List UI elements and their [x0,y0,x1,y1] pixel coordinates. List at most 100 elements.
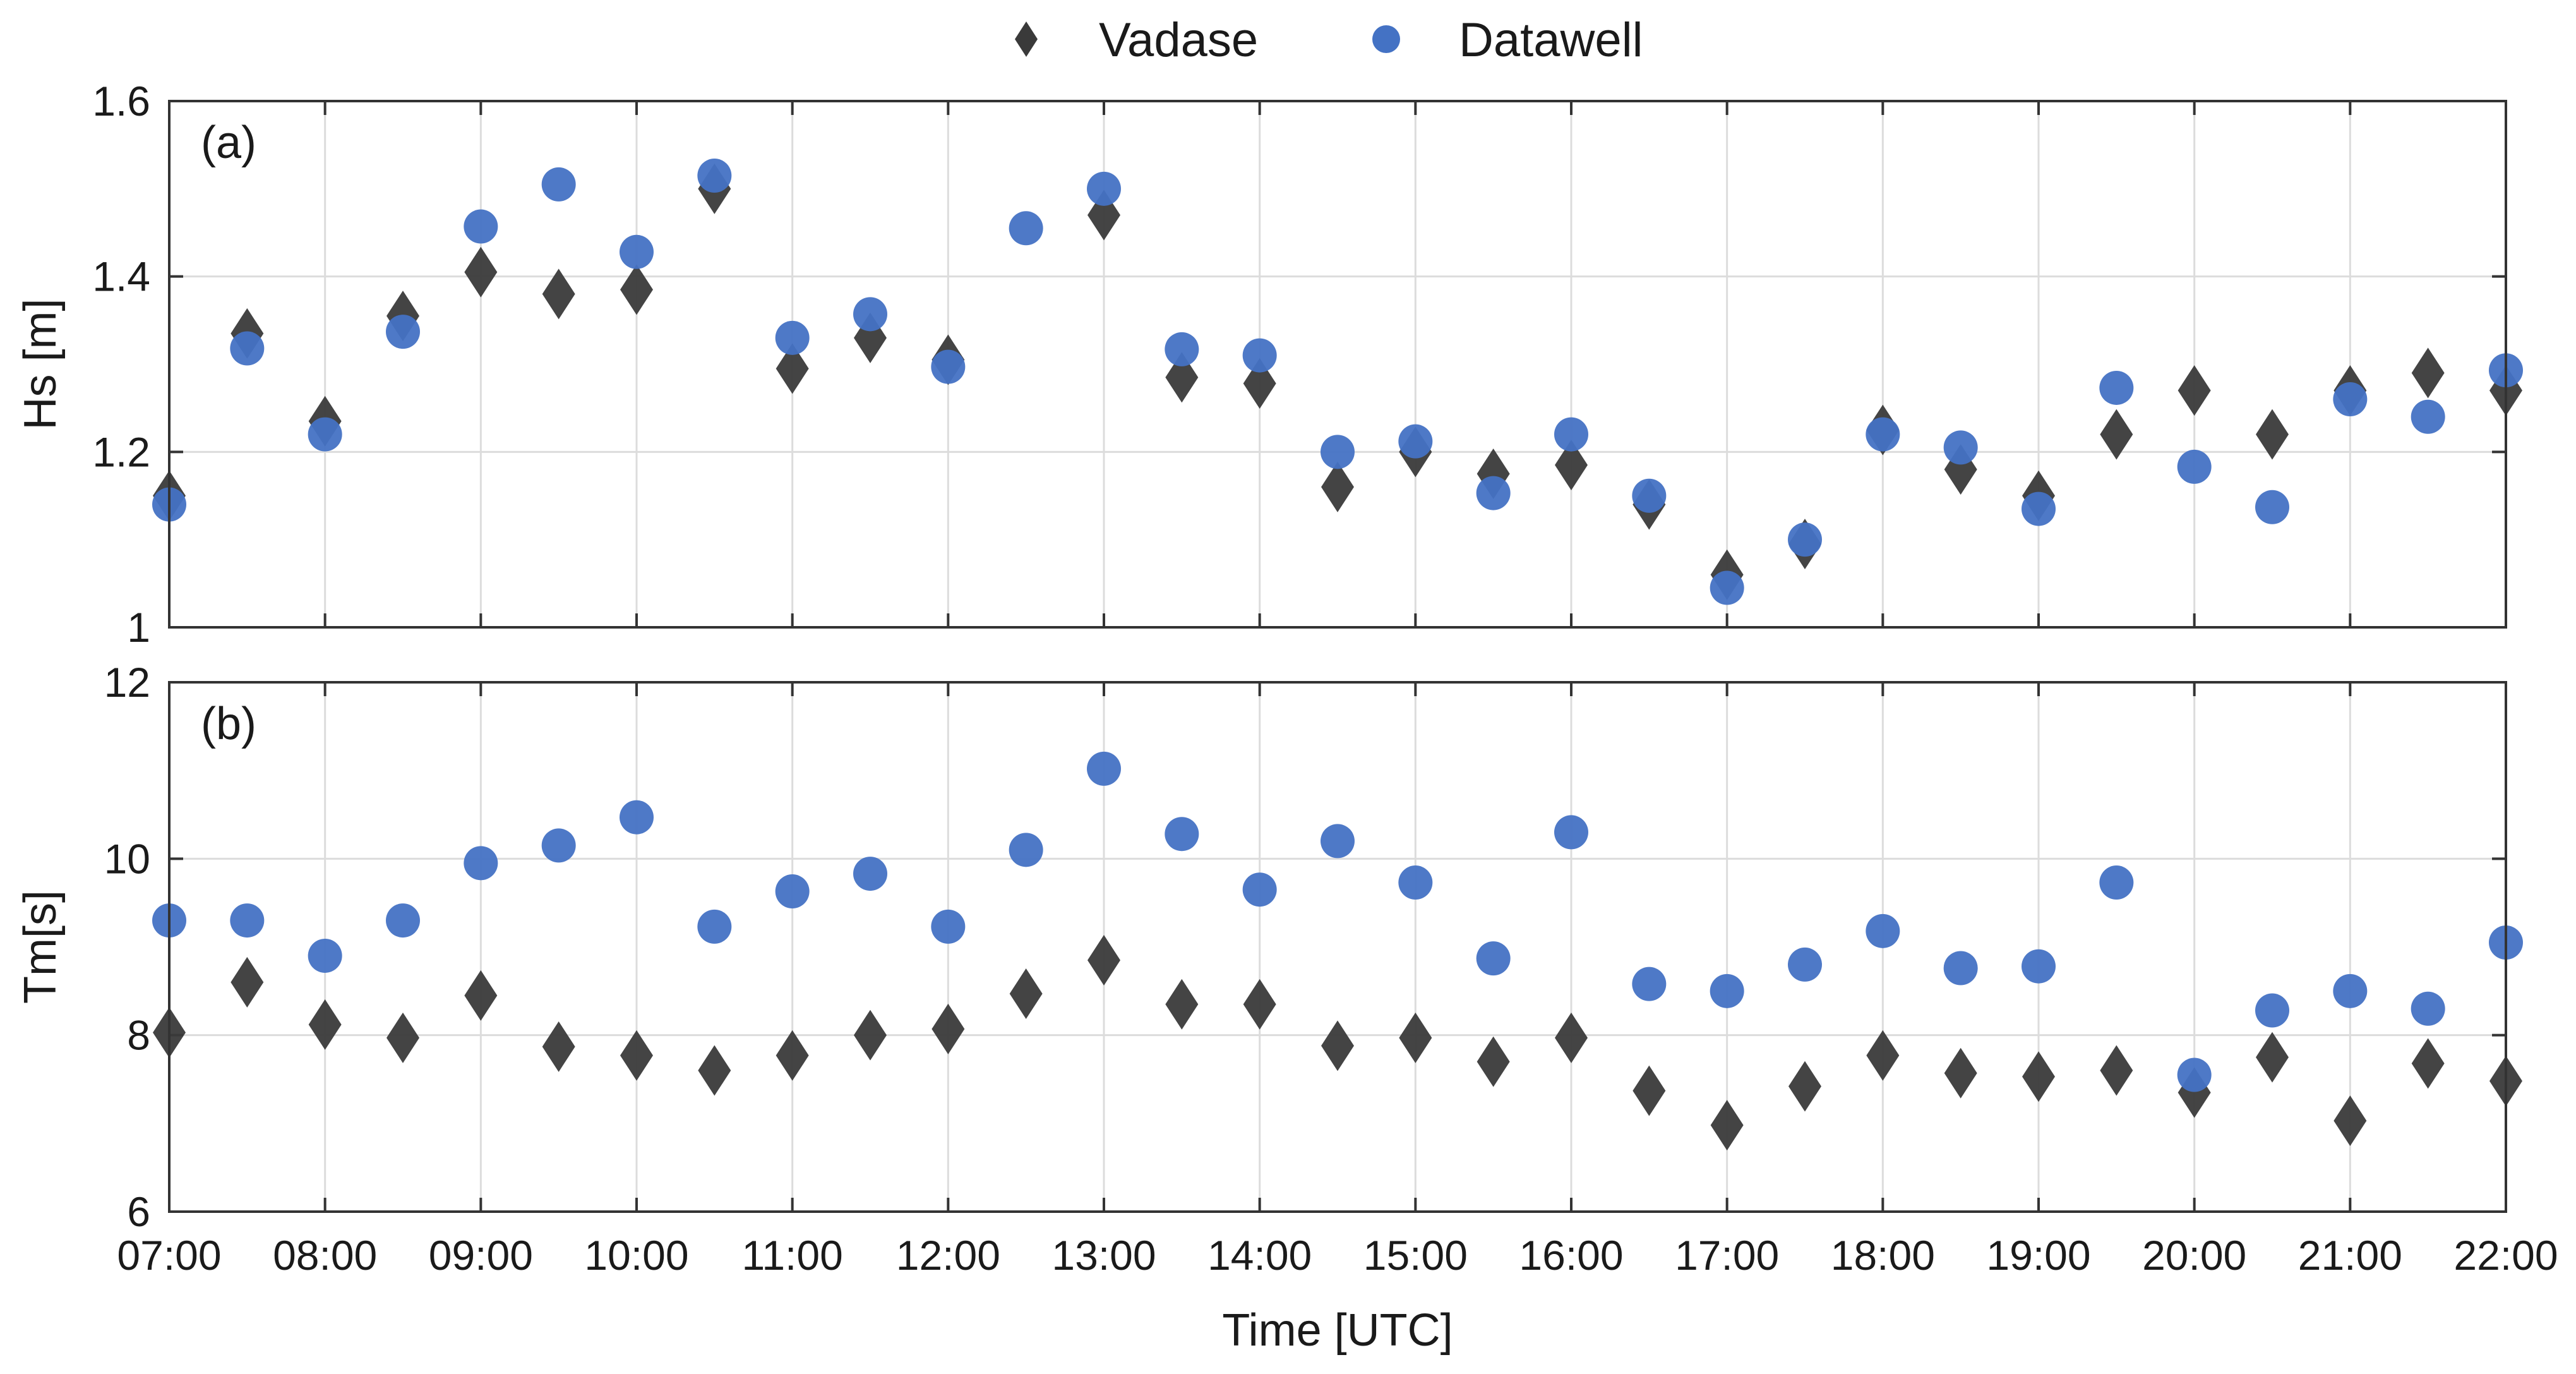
vadase-point [2411,347,2445,399]
datawell-point [2099,370,2134,405]
plot-frame [168,681,2507,1213]
datawell-point [1242,338,1277,373]
x-tick-label: 15:00 [1363,1232,1468,1279]
datawell-point [853,297,887,332]
vadase-point [1321,1020,1354,1071]
vadase-point [1243,979,1276,1030]
datawell-point [2333,973,2368,1008]
y-axis-title: Hs [m] [15,299,66,430]
datawell-point [1710,973,1744,1008]
datawell-point [1165,332,1199,366]
y-tick-label: 8 [127,1012,150,1059]
datawell-point [464,846,498,881]
legend-label: Vadase [1099,13,1258,67]
y-tick-label: 10 [104,835,150,882]
datawell-point [1554,417,1588,452]
vadase-point [1555,1012,1588,1063]
y-tick-label: 1.6 [92,78,150,124]
datawell-point [1788,947,1822,982]
x-tick-label: 11:00 [742,1232,843,1279]
vadase-point [854,1009,887,1061]
datawell-point [1554,815,1588,850]
datawell-point [775,320,810,355]
vadase-point [2100,409,2133,460]
x-tick-label: 16:00 [1519,1232,1623,1279]
legend-label: Datawell [1459,13,1643,67]
datawell-point [1242,872,1277,907]
y-axis-title: Tm[s] [15,890,66,1004]
datawell-point [1087,751,1121,786]
datawell-point [1398,424,1433,459]
datawell-point [1710,570,1744,605]
datawell-point [541,828,576,863]
vadase-point [2411,1038,2445,1089]
x-tick-label: 21:00 [2298,1232,2402,1279]
vadase-point [2022,1051,2055,1102]
vadase-point [854,312,887,363]
datawell-point [697,909,732,944]
datawell-point [2099,865,2134,900]
datawell-point [853,857,887,891]
datawell-point [1398,865,1433,900]
datawell-point [1866,417,1900,452]
panel-label: (b) [201,699,256,749]
datawell-point [308,417,342,452]
datawell-point [2411,399,2445,434]
x-tick-label: 18:00 [1831,1232,1935,1279]
y-tick-label: 1.2 [92,428,150,475]
vadase-point [231,956,264,1008]
datawell-point [2177,449,2212,484]
datawell-point [1087,171,1121,206]
datawell-point [308,938,342,973]
x-axis: 07:00 08:00 09:00 10:00 11:00 12:00 13:00 14:00… [117,1232,2558,1356]
vadase-point [1555,440,1588,491]
vadase-point [776,343,809,394]
y-tick-label: 12 [104,659,150,706]
gridlines [168,681,2507,1213]
datawell-point [1866,913,1900,948]
vadase-point [2178,365,2211,416]
x-axis-title: Time [UTC] [1222,1305,1453,1356]
datawell-point [386,903,420,938]
y-tick-label: 6 [127,1188,150,1235]
datawell-point [464,209,498,244]
datawell-point [2255,490,2289,524]
datawell-point [620,800,654,835]
x-tick-label: 19:00 [1986,1232,2090,1279]
series-datawell [152,159,2523,605]
x-tick-label: 10:00 [584,1232,688,1279]
datawell-point [1788,522,1822,557]
legend-circle-marker [1372,25,1400,53]
vadase-point [1009,968,1043,1020]
vadase-point [1087,934,1120,985]
gridlines [168,100,2507,629]
vadase-point [1165,352,1199,403]
vadase-point [932,1003,965,1054]
vadase-point [1477,1036,1510,1087]
panel-a-hs: 1 1.2 1.4 1.6 Hs [m] (a) [15,78,2523,651]
vadase-point [542,1021,575,1072]
x-tick-label: 20:00 [2142,1232,2246,1279]
datawell-point [1943,430,1978,465]
datawell-point [931,909,966,944]
x-tick-label: 09:00 [429,1232,533,1279]
datawell-point [2333,382,2368,417]
vadase-point [2256,1032,2289,1083]
legend-item-vadase: Vadase [1015,13,1258,67]
ticks: 6 8 10 12 [104,659,2507,1235]
vadase-point [2100,1045,2133,1096]
vadase-point [464,246,498,298]
ticks: 1 1.2 1.4 1.6 [92,78,2507,651]
datawell-point [2022,949,2056,984]
datawell-point [230,903,265,938]
vadase-point [620,264,653,315]
x-tick-label: 08:00 [273,1232,377,1279]
datawell-point [1321,824,1355,859]
series-vadase [153,163,2522,600]
datawell-point [620,234,654,269]
datawell-point [1009,833,1043,867]
x-tick-label: 07:00 [117,1232,221,1279]
vadase-point [1866,1030,1900,1081]
vadase-point [1788,1061,1821,1112]
